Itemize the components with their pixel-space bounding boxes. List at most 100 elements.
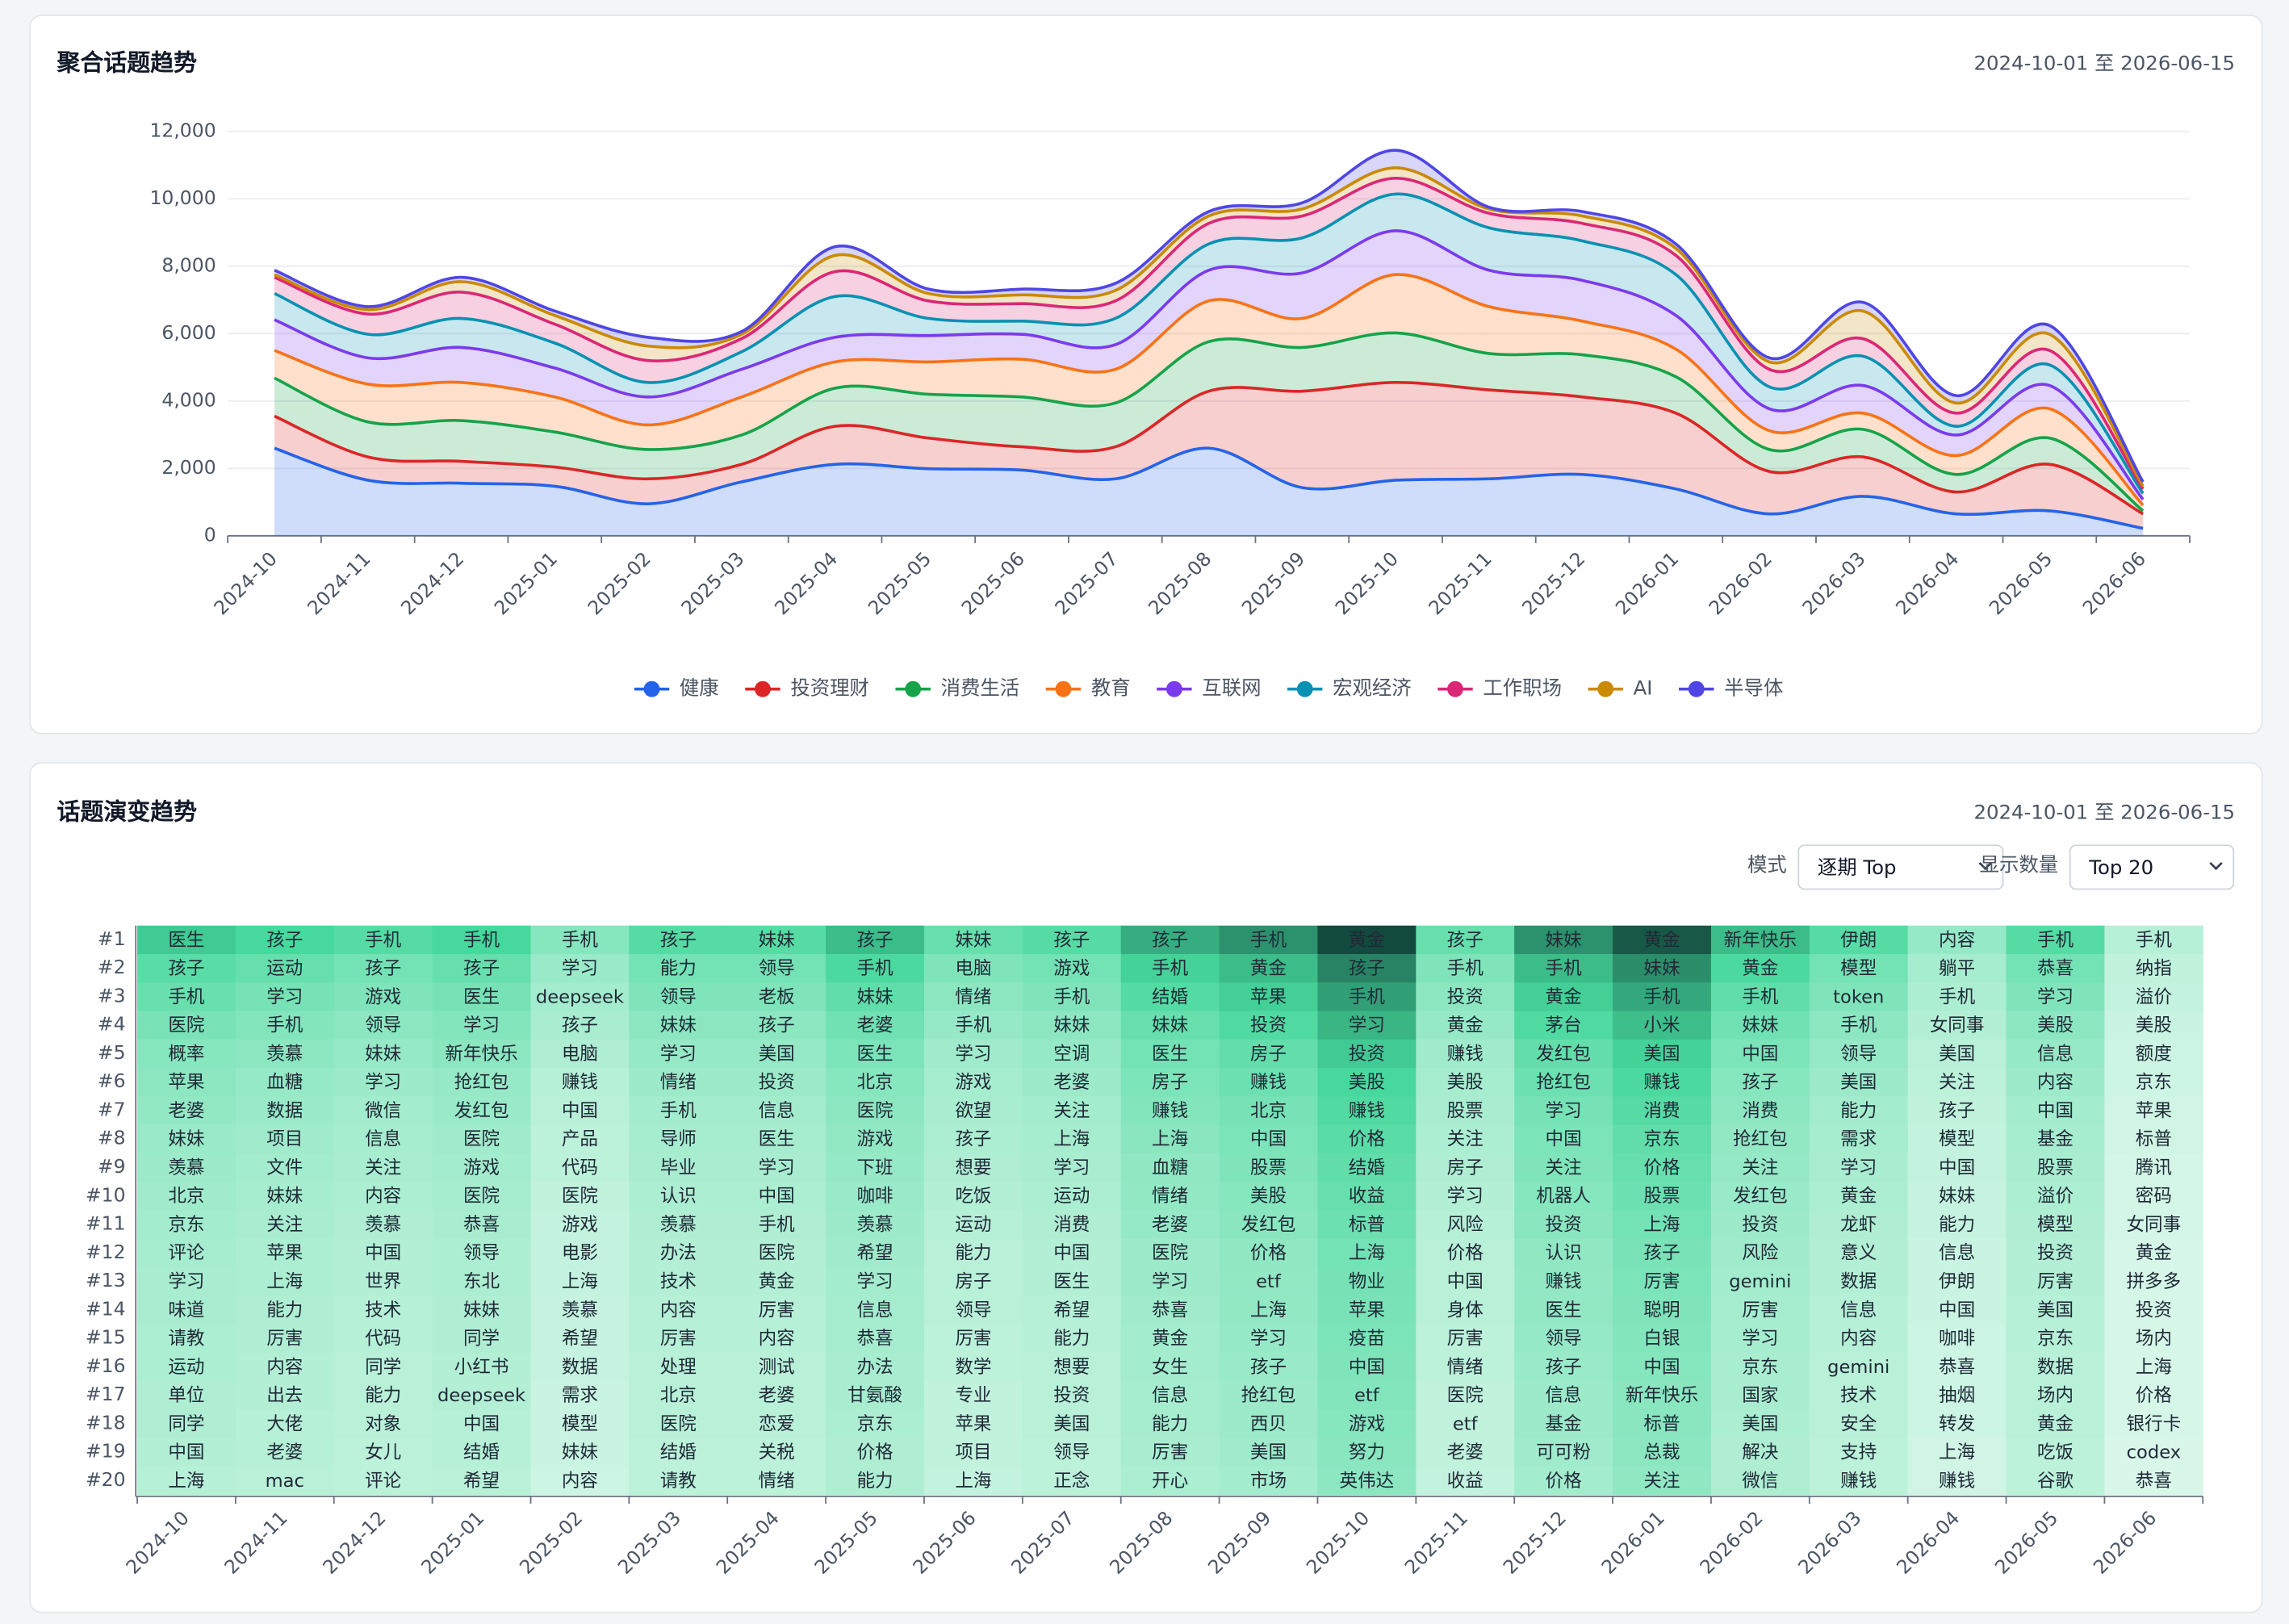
legend-item[interactable]: 半导体 [1679, 676, 1783, 700]
series-line [274, 192, 2145, 495]
legend-marker[interactable] [1165, 680, 1182, 697]
cell-label: 风险 [1447, 1214, 1484, 1235]
heat-cell [333, 1011, 433, 1040]
heat-cell [1120, 1238, 1220, 1268]
cell-label: 需求 [562, 1385, 598, 1406]
heat-cell [1317, 1409, 1417, 1439]
legend-label[interactable]: 健康 [680, 676, 719, 700]
cell-label: 关注 [365, 1157, 401, 1178]
chevron[interactable] [1978, 861, 1992, 871]
cell-label: 咖啡 [1939, 1329, 1975, 1350]
cell-label: etf [1256, 1271, 1282, 1292]
heat-cell [2104, 1266, 2203, 1296]
cell-label: 数据 [562, 1357, 598, 1378]
heat-cell [1317, 1210, 1417, 1240]
heat-cell [1416, 1352, 1515, 1382]
legend-label[interactable]: 教育 [1091, 676, 1131, 700]
cell-label: 游戏 [856, 1129, 893, 1150]
legend-label[interactable]: 消费生活 [941, 676, 1020, 700]
cell-label: 北京 [1250, 1100, 1287, 1121]
legend-marker[interactable] [1447, 680, 1463, 697]
cell-label: 上海 [168, 1471, 204, 1492]
legend-marker[interactable] [1688, 680, 1705, 697]
legend-marker[interactable] [1597, 680, 1614, 697]
heat-cell [530, 1210, 630, 1240]
series-line [274, 381, 2144, 516]
legend-label[interactable]: 投资理财 [790, 676, 869, 700]
heat-cell [2006, 1295, 2105, 1325]
heat-cell [629, 1438, 728, 1467]
cell-label: 上海 [1643, 1214, 1680, 1235]
heat-cell [333, 1352, 433, 1382]
legend-label[interactable]: 互联网 [1202, 676, 1261, 700]
select-box[interactable] [1797, 844, 2004, 890]
heat-cell [137, 1096, 236, 1126]
heat-cell [2006, 1352, 2105, 1382]
heat-cell [2104, 1438, 2203, 1467]
cell-label: 电影 [562, 1243, 598, 1264]
cell-label: 努力 [1349, 1442, 1385, 1463]
heat-cell [727, 1466, 826, 1496]
cell-label: 导师 [660, 1129, 697, 1150]
heat-cell [727, 1011, 826, 1040]
cell-label: 苹果 [1250, 986, 1287, 1007]
heat-cell [1613, 1324, 1712, 1354]
mode-select[interactable]: 逐期 Top [1797, 844, 2004, 890]
legend-marker[interactable] [1055, 680, 1072, 697]
legend-label[interactable]: 宏观经济 [1333, 676, 1412, 700]
legend-marker[interactable] [643, 680, 660, 697]
heat-cell [727, 1068, 826, 1097]
cell-label: 京东 [2136, 1072, 2172, 1093]
heat-cell [530, 1295, 630, 1325]
cell-label: 评论 [365, 1471, 402, 1492]
heat-cell [137, 1210, 236, 1240]
y-tick-label: 10,000 [149, 186, 216, 209]
cell-label: 羡慕 [266, 1044, 303, 1065]
heat-cell [1710, 925, 1810, 955]
legend-item[interactable]: 教育 [1045, 676, 1131, 700]
legend-item[interactable]: 互联网 [1157, 676, 1261, 700]
legend-item[interactable]: 工作职场 [1437, 676, 1562, 700]
legend-marker[interactable] [755, 680, 771, 697]
legend-marker[interactable] [1296, 680, 1313, 697]
legend-item[interactable]: 宏观经济 [1287, 676, 1412, 700]
cell-label: 赚钱 [1349, 1100, 1385, 1121]
legend-label[interactable]: 半导体 [1724, 676, 1783, 700]
heat-cell [432, 1096, 532, 1126]
legend-marker[interactable] [905, 680, 922, 697]
heat-cell [1317, 1039, 1417, 1069]
select-value[interactable]: 逐期 Top [1818, 856, 1897, 879]
count-select[interactable]: Top 20 [2069, 844, 2235, 890]
legend-item[interactable]: 健康 [634, 676, 719, 700]
cell-label: 游戏 [955, 1072, 991, 1093]
legend-label[interactable]: AI [1634, 676, 1653, 700]
heat-cell [137, 1466, 236, 1496]
cell-label: 美股 [2136, 1015, 2172, 1036]
cell-label: 厉害 [1152, 1442, 1188, 1463]
heat-cell [1514, 1466, 1613, 1496]
select-box[interactable] [2069, 844, 2235, 890]
legend-item[interactable]: AI [1588, 676, 1653, 700]
cell-label: 中国 [1349, 1357, 1385, 1378]
heat-cell [727, 1096, 826, 1126]
heat-cell [1416, 925, 1515, 955]
cell-label: 黄金 [1840, 1186, 1877, 1207]
legend-label[interactable]: 工作职场 [1483, 676, 1562, 700]
heat-cell [826, 1352, 925, 1382]
heat-cell [923, 1096, 1023, 1126]
cell-label: 美国 [1250, 1442, 1287, 1463]
cell-label: 学习 [1250, 1329, 1287, 1350]
legend-item[interactable]: 投资理财 [745, 676, 869, 700]
series-line [274, 166, 2145, 488]
date-range: 2024-10-01 至 2026-06-15 [1973, 52, 2235, 75]
cell-label: 中国 [1250, 1129, 1287, 1150]
cell-label: 手机 [759, 1214, 796, 1235]
select-value[interactable]: Top 20 [2088, 856, 2153, 879]
chevron[interactable] [2209, 861, 2223, 871]
heat-cell [432, 1238, 532, 1268]
heat-cell [1219, 953, 1318, 983]
legend-item[interactable]: 消费生活 [895, 676, 1020, 700]
heat-cell [333, 1096, 433, 1126]
cell-label: 领导 [463, 1243, 500, 1264]
cell-label: 手机 [168, 986, 205, 1007]
